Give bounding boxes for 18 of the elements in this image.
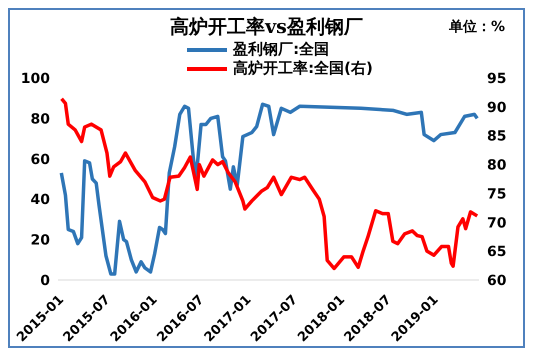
- y-tick-label: 40: [30, 192, 50, 208]
- y2-tick-label: 65: [487, 244, 506, 260]
- y-tick-label: 20: [30, 232, 50, 249]
- y-tick-label: 80: [30, 111, 50, 128]
- y2-tick-label: 70: [487, 215, 507, 232]
- y2-tick-label: 90: [487, 100, 507, 116]
- y2-tick-label: 80: [487, 158, 507, 174]
- y2-tick-label: 60: [487, 272, 507, 289]
- y2-tick-label: 85: [487, 128, 506, 145]
- y-tick-label: 60: [30, 152, 50, 168]
- y-tick-label: 0: [40, 272, 50, 289]
- y2-tick-label: 95: [487, 70, 506, 87]
- y2-tick-label: 75: [487, 186, 506, 202]
- y-tick-label: 100: [20, 70, 50, 87]
- legend-label: 高炉开工率:全国(右): [233, 59, 373, 78]
- chart-title: 高炉开工率vs盈利钢厂: [170, 16, 363, 38]
- text: 单位：%: [448, 18, 505, 36]
- legend-label: 盈利钢厂:全国: [233, 40, 330, 59]
